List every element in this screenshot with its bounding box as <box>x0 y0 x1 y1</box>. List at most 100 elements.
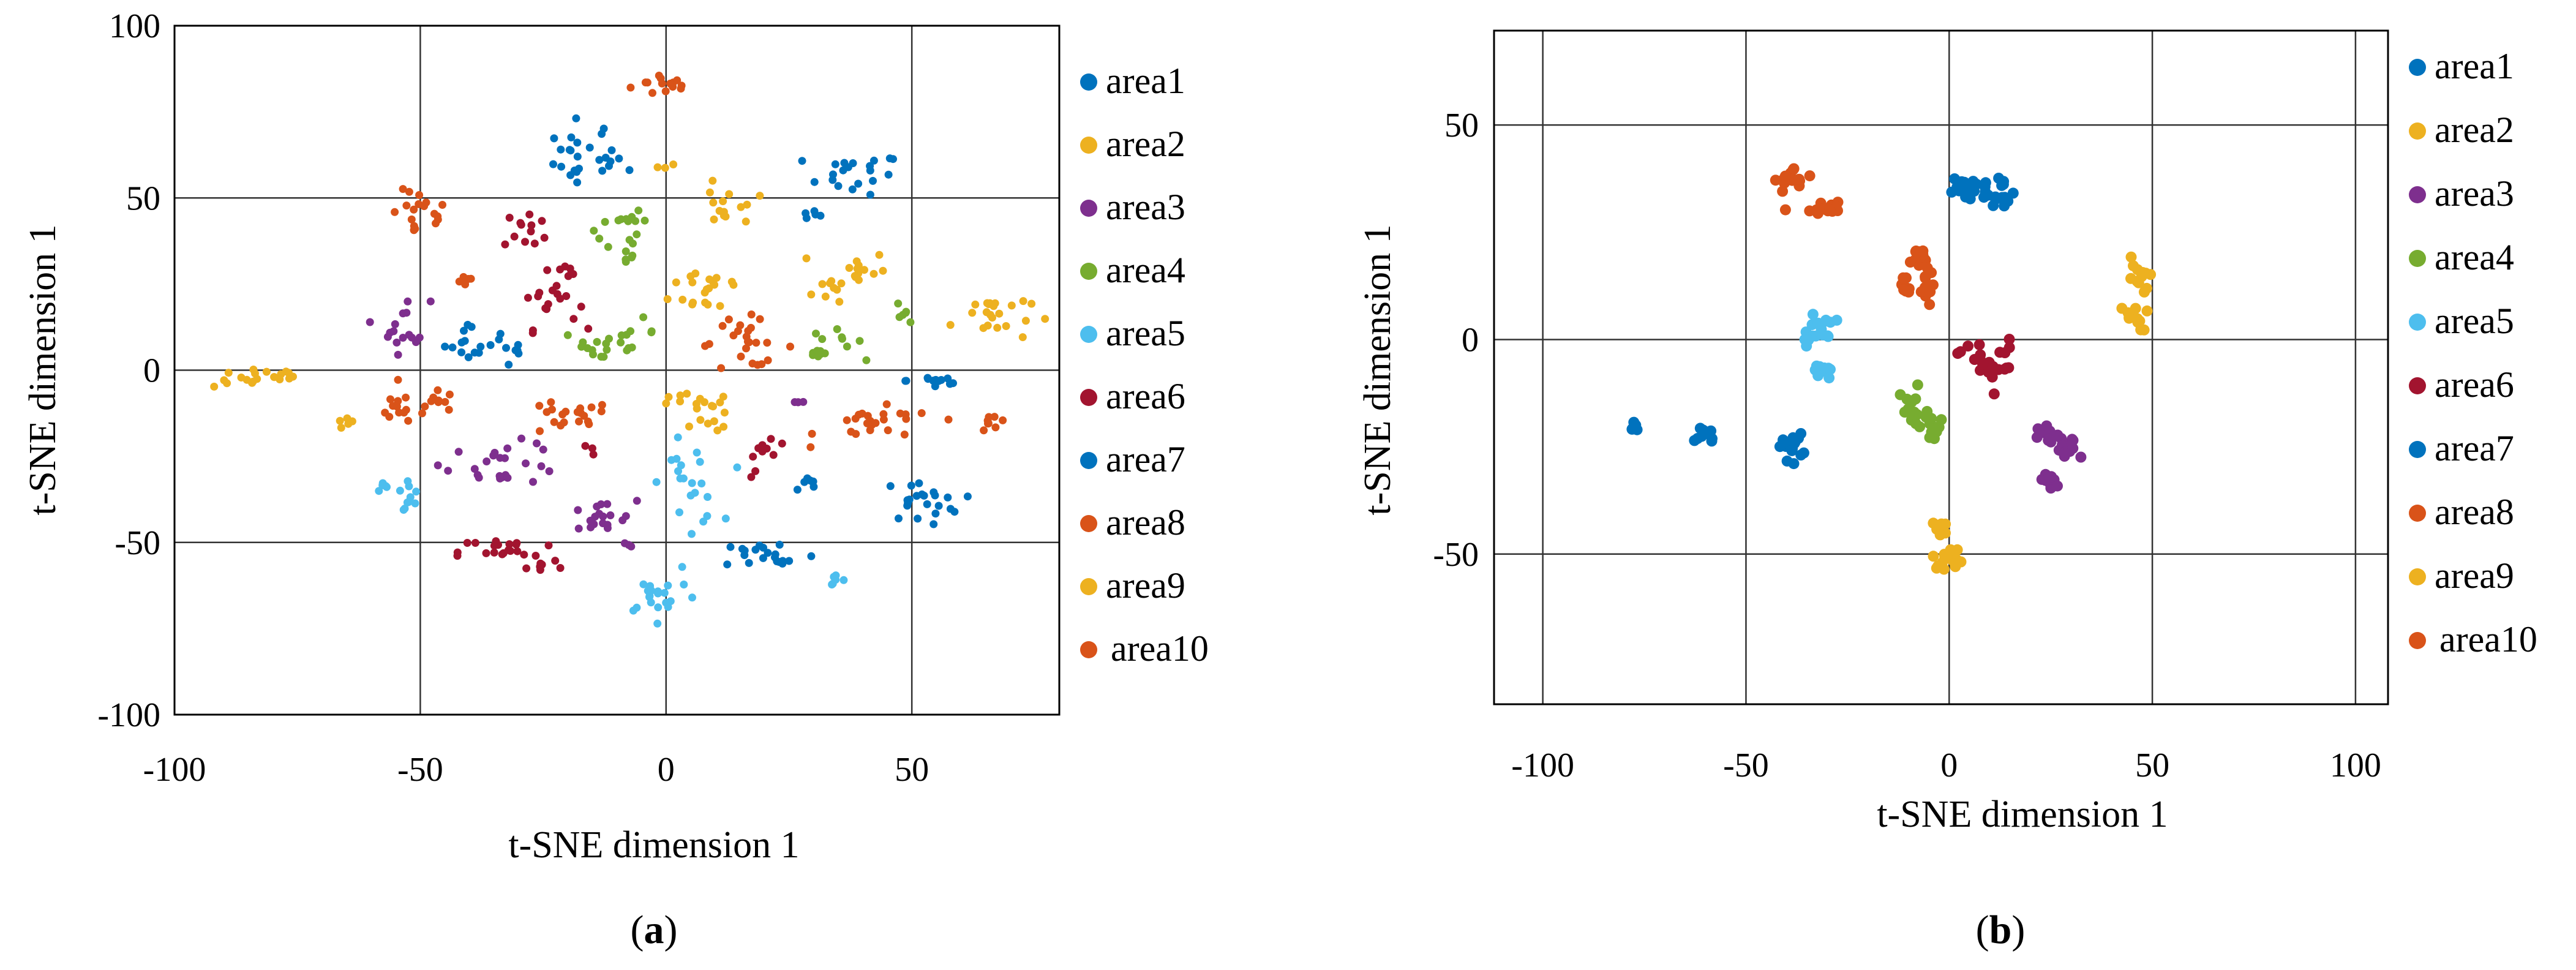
point-area5 <box>375 487 383 495</box>
point-area8 <box>587 403 596 412</box>
point-area5 <box>664 603 672 611</box>
point-area2 <box>672 278 680 287</box>
point-area2 <box>710 280 719 289</box>
point-area6 <box>1973 339 1985 350</box>
point-area8 <box>1777 186 1789 197</box>
point-area3 <box>587 523 595 532</box>
point-area5 <box>647 598 655 607</box>
point-area2 <box>719 197 727 206</box>
point-area4 <box>589 350 597 359</box>
point-area8 <box>405 187 413 196</box>
y-tick-label: 0 <box>1462 321 1479 359</box>
point-area2 <box>669 160 678 168</box>
point-area6 <box>543 266 552 274</box>
point-area5 <box>680 581 688 588</box>
legend-label-area8: area8 <box>2435 492 2514 532</box>
point-area3 <box>2043 433 2054 445</box>
point-area4 <box>593 337 601 346</box>
point-area8 <box>764 356 772 364</box>
legend-marker-area8 <box>1080 515 1097 532</box>
x-tick-label: 0 <box>658 751 675 789</box>
point-area7 <box>1786 445 1798 456</box>
point-area1 <box>1998 176 2010 187</box>
point-area10 <box>677 85 685 93</box>
point-area1 <box>834 182 843 190</box>
point-area2 <box>220 376 228 385</box>
point-area6 <box>501 240 509 249</box>
point-area7 <box>549 160 557 168</box>
point-area7 <box>1798 447 1809 459</box>
point-area6 <box>548 286 557 295</box>
point-area8 <box>547 398 555 407</box>
point-area7 <box>557 145 565 154</box>
point-area6 <box>498 550 506 558</box>
point-area7 <box>923 500 931 508</box>
point-area6 <box>2003 334 2015 345</box>
point-area2 <box>869 269 878 278</box>
point-area8 <box>984 419 993 427</box>
point-area8 <box>441 397 449 406</box>
point-area6 <box>490 548 498 557</box>
point-area6 <box>759 443 768 452</box>
point-area5 <box>688 530 696 538</box>
point-area2 <box>837 279 846 288</box>
point-area6 <box>749 453 757 461</box>
point-area4 <box>843 342 851 351</box>
point-area2 <box>676 397 685 405</box>
legend-marker-area4 <box>1080 263 1097 280</box>
point-area8 <box>1924 286 1936 298</box>
point-area8 <box>752 339 760 347</box>
legend-marker-area10 <box>2409 632 2426 649</box>
point-area8 <box>445 405 453 414</box>
point-area2 <box>1018 333 1027 342</box>
point-area7 <box>460 326 468 335</box>
x-tick-label: 100 <box>2330 746 2381 784</box>
point-area3 <box>794 398 802 407</box>
point-area7 <box>573 152 582 161</box>
point-area8 <box>430 209 438 218</box>
point-area7 <box>550 134 558 143</box>
x-tick-label: -100 <box>143 751 206 789</box>
point-area2 <box>653 163 662 171</box>
point-area8 <box>407 215 416 224</box>
point-area8 <box>729 331 738 340</box>
point-area2 <box>678 295 687 304</box>
y-tick-label: -50 <box>115 524 160 562</box>
legend-marker-area9 <box>1080 578 1097 595</box>
point-area4 <box>838 333 846 342</box>
point-area7 <box>914 514 922 523</box>
point-area2 <box>710 215 718 224</box>
legend-label-area7: area7 <box>1106 439 1185 479</box>
point-area1 <box>869 176 877 185</box>
point-area2 <box>662 399 670 408</box>
point-area3 <box>496 454 505 462</box>
point-area8 <box>543 408 551 416</box>
point-area6 <box>1989 363 2000 374</box>
legend-label-area2: area2 <box>1106 124 1185 164</box>
point-area6 <box>524 293 532 302</box>
point-area3 <box>405 331 413 339</box>
point-area8 <box>786 342 794 351</box>
point-area7 <box>570 167 579 175</box>
legend-label-area1: area1 <box>1106 61 1185 101</box>
point-area2 <box>709 198 718 207</box>
point-area6 <box>471 539 479 547</box>
point-area2 <box>737 203 745 211</box>
point-area8 <box>991 423 1000 432</box>
point-area5 <box>1823 363 1834 374</box>
legend-marker-area2 <box>1080 137 1097 154</box>
point-area8 <box>999 416 1007 424</box>
point-area6 <box>504 546 513 554</box>
point-area5 <box>664 581 672 590</box>
point-area8 <box>1904 257 1916 268</box>
point-area7 <box>598 167 607 175</box>
point-area1 <box>1980 177 1991 189</box>
legend-label-area6: area6 <box>1106 376 1185 416</box>
point-area2 <box>676 391 685 400</box>
point-area6 <box>522 564 531 573</box>
y-tick-label: 50 <box>126 179 160 217</box>
point-area5 <box>704 493 712 501</box>
point-area8 <box>1915 286 1927 298</box>
point-area3 <box>633 497 641 505</box>
point-area1 <box>866 190 874 199</box>
